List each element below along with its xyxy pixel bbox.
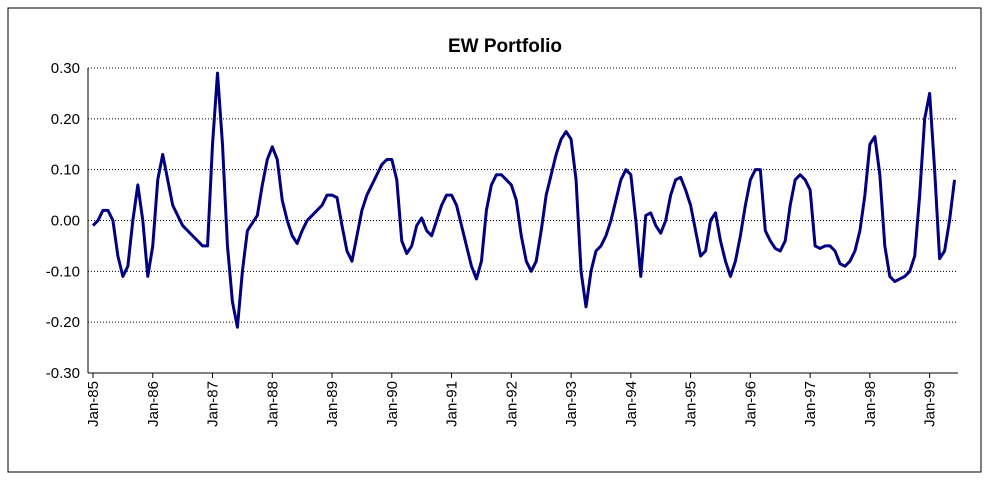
y-tick-label: 0.10 [51, 162, 80, 179]
x-tick-label: Jan-99 [922, 381, 939, 427]
chart-title: EW Portfolio [448, 36, 562, 57]
data-line [91, 71, 957, 329]
chart-frame [7, 7, 982, 473]
x-tick-label: Jan-93 [563, 381, 580, 427]
x-tick-label: Jan-96 [742, 381, 759, 427]
x-tick-label: Jan-85 [85, 381, 102, 427]
x-tick-label: Jan-97 [802, 381, 819, 427]
x-tick-label: Jan-87 [205, 381, 222, 427]
x-tick-label: Jan-90 [384, 381, 401, 427]
y-tick-label: -0.30 [46, 365, 80, 382]
y-tick-label: -0.10 [46, 263, 80, 280]
x-tick-label: Jan-92 [503, 381, 520, 427]
x-tick-label: Jan-89 [324, 381, 341, 427]
x-tick-label: Jan-94 [623, 381, 640, 427]
x-tick-label: Jan-88 [264, 381, 281, 427]
y-tick-label: 0.30 [51, 60, 80, 77]
x-tick-label: Jan-86 [145, 381, 162, 427]
x-tick-label: Jan-98 [862, 381, 879, 427]
x-tick-label: Jan-91 [444, 381, 461, 427]
y-tick-label: -0.20 [46, 314, 80, 331]
x-tick-label: Jan-95 [683, 381, 700, 427]
y-tick-label: 0.20 [51, 111, 80, 128]
y-tick-label: 0.00 [51, 213, 80, 230]
